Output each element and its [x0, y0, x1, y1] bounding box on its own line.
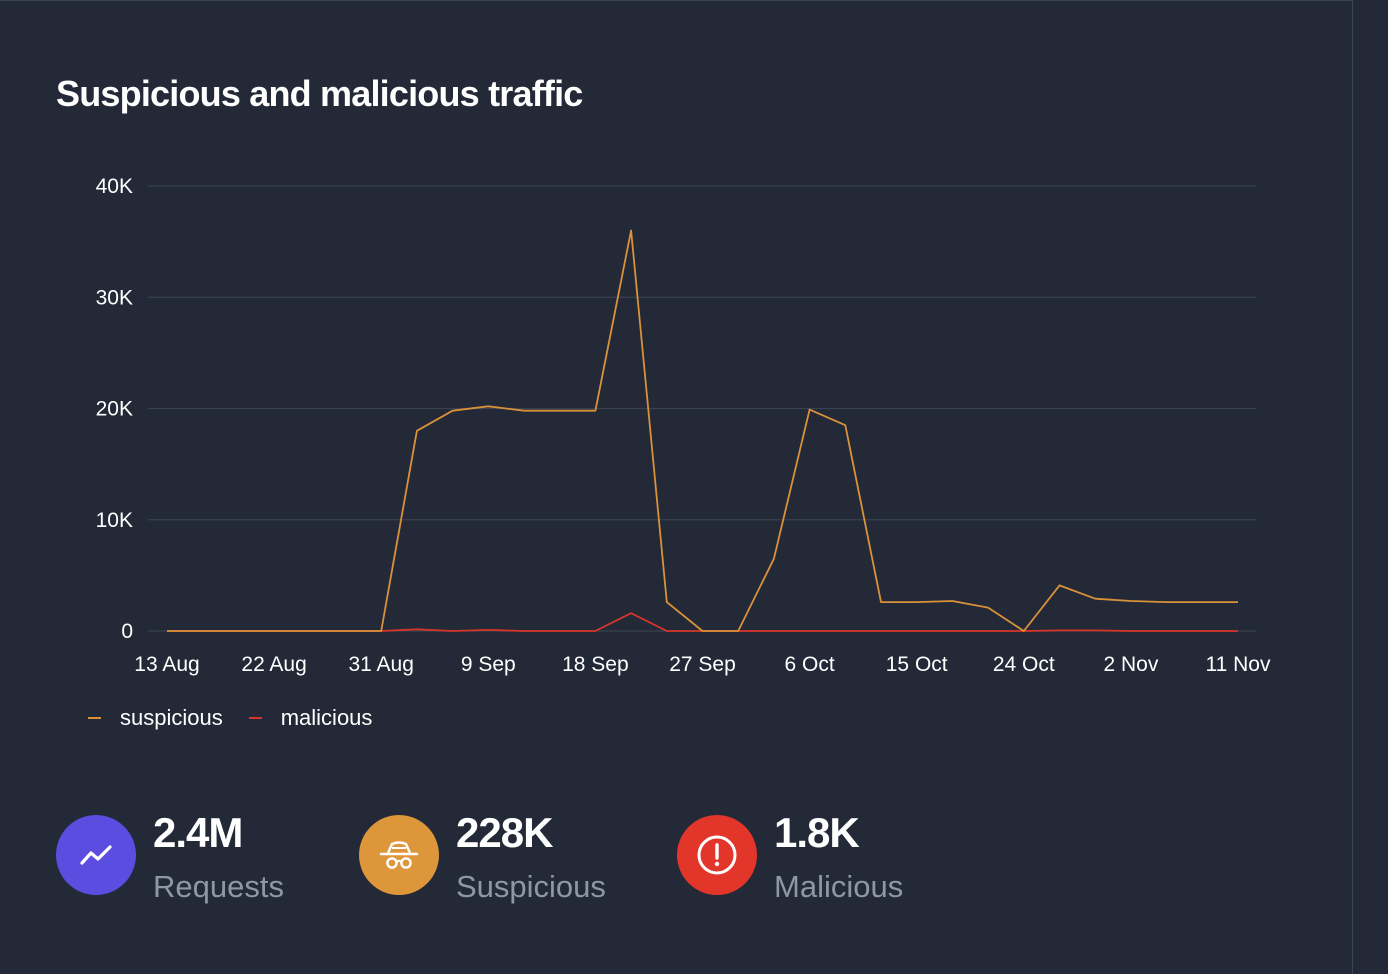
- y-tick-label: 30K: [96, 286, 133, 309]
- y-tick-label: 0: [121, 620, 133, 643]
- stat-malicious: 1.8K Malicious: [677, 809, 904, 905]
- x-tick-label: 6 Oct: [785, 653, 835, 676]
- y-tick-label: 20K: [96, 398, 133, 421]
- x-tick-label: 22 Aug: [241, 653, 306, 676]
- y-tick-label: 40K: [96, 175, 133, 198]
- traffic-panel: Suspicious and malicious traffic 40K 30K 2…: [0, 0, 1352, 905]
- series-line-suspicious: [167, 229, 1238, 632]
- stat-malicious-value: 1.8K: [774, 809, 860, 856]
- chart-legend: suspicious malicious: [88, 705, 398, 731]
- x-tick-label: 18 Sep: [562, 653, 629, 676]
- stat-requests: 2.4M Requests: [56, 809, 284, 905]
- legend-label-malicious: malicious: [280, 705, 373, 730]
- x-tick-label: 2 Nov: [1103, 653, 1158, 676]
- stat-requests-value: 2.4M: [153, 809, 243, 856]
- adjacent-panel-edge: [1352, 0, 1388, 974]
- x-tick-label: 24 Oct: [993, 653, 1055, 676]
- exclamation-circle-icon: [677, 815, 757, 895]
- x-tick-label: 11 Nov: [1206, 653, 1271, 676]
- stat-malicious-label: Malicious: [774, 869, 904, 904]
- series-line-malicious: [167, 612, 1238, 632]
- trend-line-icon: [56, 815, 136, 895]
- x-tick-label: 15 Oct: [886, 653, 948, 676]
- y-tick-label: 10K: [96, 509, 133, 532]
- legend-item-malicious[interactable]: malicious: [248, 705, 373, 731]
- legend-item-suspicious[interactable]: suspicious: [88, 705, 223, 731]
- x-tick-label: 9 Sep: [461, 653, 516, 676]
- legend-swatch-malicious: [248, 717, 262, 719]
- traffic-line-chart: 40K 30K 20K 10K 013 Aug 22 Aug 31 Aug 9 Sep 18 S…: [96, 175, 1271, 676]
- stat-requests-label: Requests: [153, 869, 284, 904]
- legend-swatch-suspicious: [88, 717, 101, 719]
- x-tick-label: 27 Sep: [669, 653, 736, 676]
- x-tick-label: 13 Aug: [134, 653, 199, 676]
- x-tick-label: 31 Aug: [348, 653, 413, 676]
- stat-suspicious: 228K Suspicious: [359, 809, 606, 905]
- stat-suspicious-label: Suspicious: [456, 869, 606, 904]
- legend-label-suspicious: suspicious: [120, 705, 223, 730]
- incognito-spy-icon: [359, 815, 439, 895]
- stat-suspicious-value: 228K: [456, 809, 553, 856]
- chart-title: Suspicious and malicious traffic: [56, 73, 583, 114]
